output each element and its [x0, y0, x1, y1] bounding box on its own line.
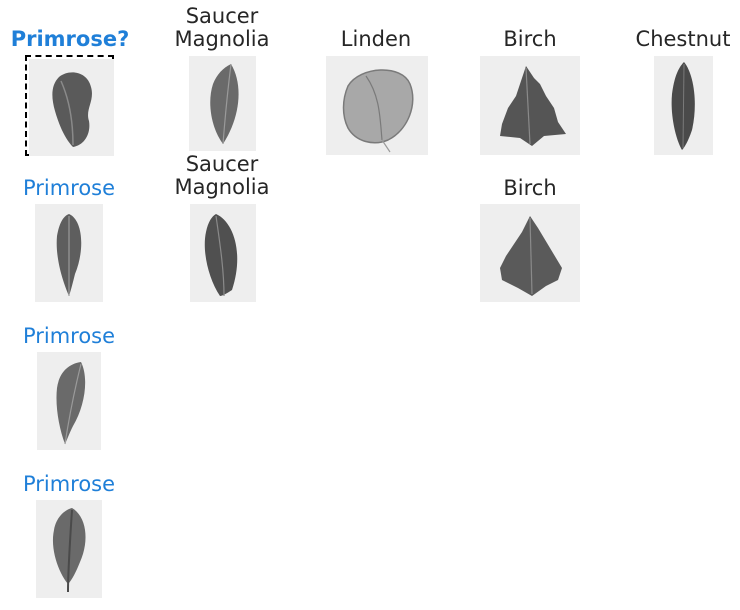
- query-label: Primrose?: [10, 27, 130, 51]
- leaf-icon: [671, 62, 695, 150]
- leaf-icon: [500, 66, 566, 146]
- birch-leaf-image-2[interactable]: [480, 204, 580, 302]
- leaf-icon: [56, 362, 86, 445]
- row2-label-saucer-magnolia: Saucer Magnolia: [174, 152, 270, 199]
- leaf-icon: [52, 508, 86, 593]
- leaf-icon: [342, 69, 414, 153]
- gallery-label-birch: Birch: [503, 27, 557, 51]
- row2-label-birch: Birch: [503, 176, 557, 200]
- saucer-magnolia-leaf-image-2[interactable]: [190, 204, 256, 302]
- birch-leaf-image[interactable]: [480, 56, 580, 155]
- leaf-icon: [56, 214, 82, 296]
- chestnut-leaf-image[interactable]: [654, 56, 713, 155]
- gallery-label-chestnut: Chestnut: [635, 27, 731, 51]
- query-image-frame[interactable]: [25, 55, 114, 156]
- row2-label-primrose: Primrose: [22, 176, 116, 200]
- leaf-icon: [500, 216, 562, 296]
- saucer-magnolia-leaf-image[interactable]: [189, 56, 256, 151]
- primrose-leaf-image[interactable]: [35, 204, 103, 302]
- leaf-icon: [210, 63, 239, 145]
- row3-label-primrose: Primrose: [22, 324, 116, 348]
- gallery-label-linden: Linden: [340, 27, 412, 51]
- row4-label-primrose: Primrose: [22, 472, 116, 496]
- primrose-leaf-image-2[interactable]: [37, 352, 101, 450]
- leaf-icon: [204, 214, 238, 297]
- leaf-icon: [52, 72, 92, 147]
- primrose-leaf-image-3[interactable]: [36, 500, 102, 598]
- gallery-label-saucer-magnolia: Saucer Magnolia: [174, 4, 270, 51]
- linden-leaf-image[interactable]: [326, 56, 428, 155]
- primrose-query-leaf-image: [29, 59, 114, 156]
